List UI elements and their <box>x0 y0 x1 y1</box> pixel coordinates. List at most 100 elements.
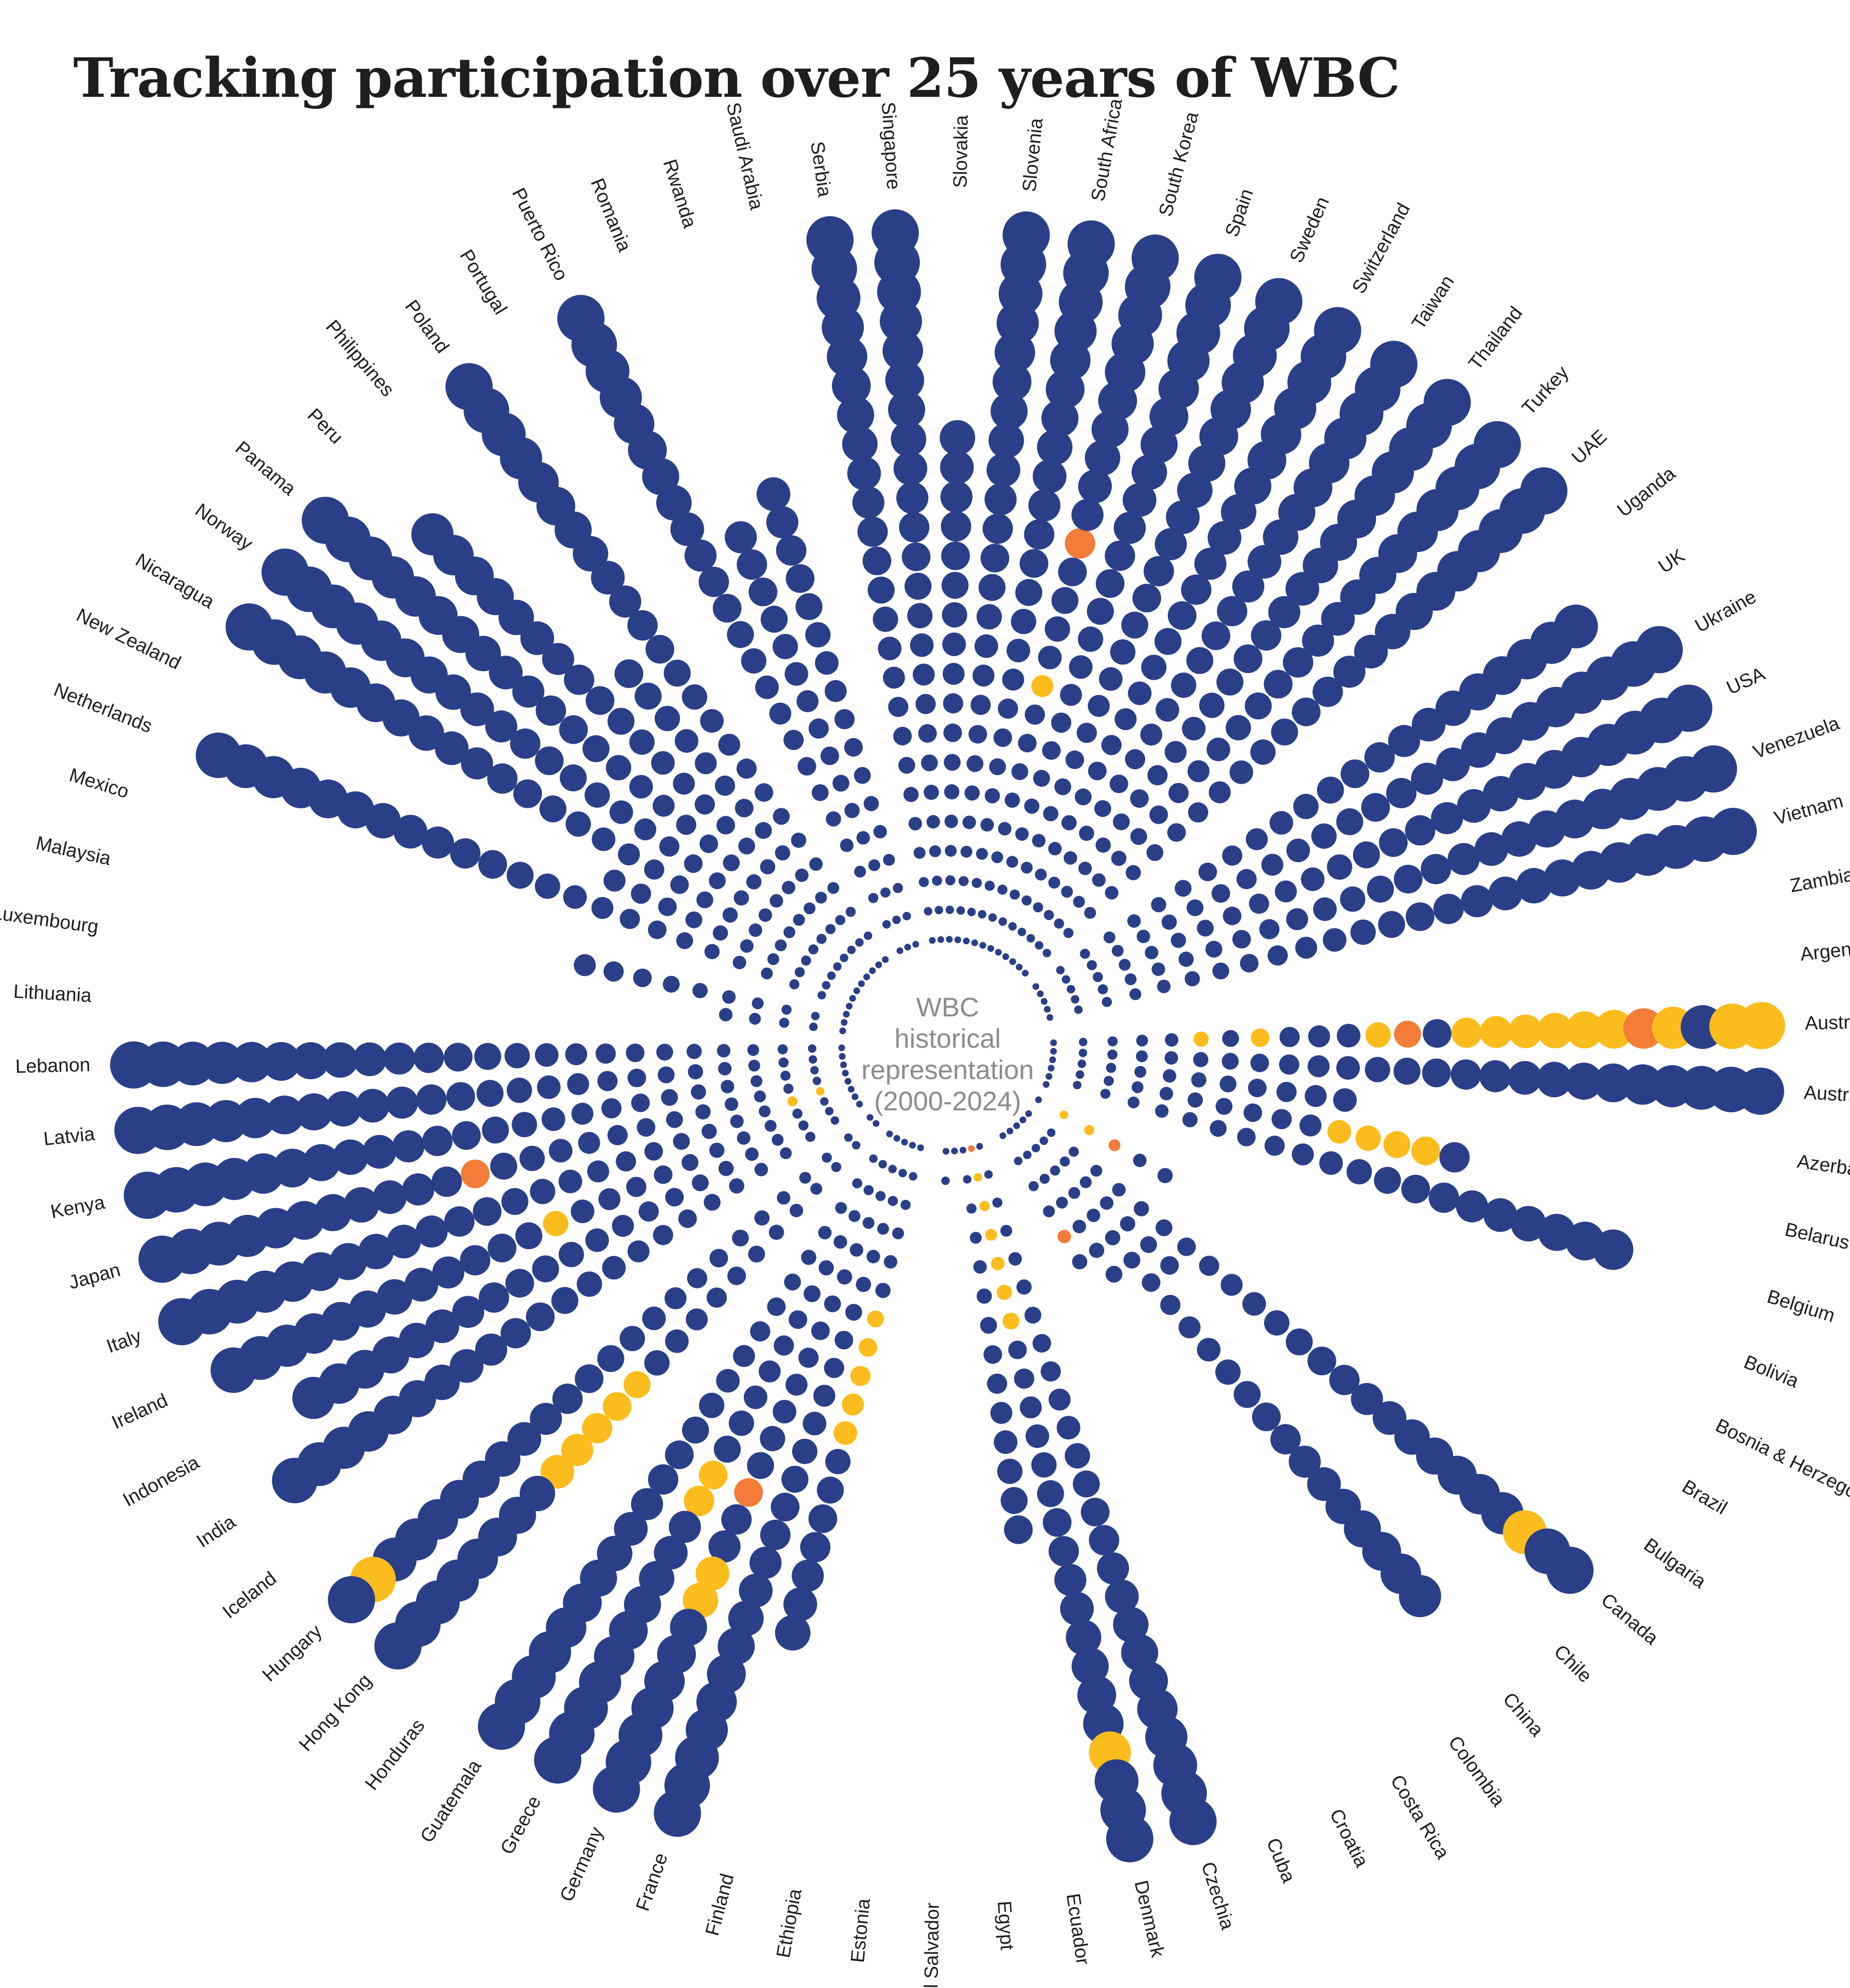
dot-singapore-2018 <box>888 391 925 428</box>
dot-sweden-2011 <box>1110 639 1136 665</box>
dot-south-africa-2011 <box>1011 608 1036 634</box>
dot-new-zealand-2004 <box>740 939 754 953</box>
dot-poland-2014 <box>627 610 658 641</box>
dot-rwanda-2013 <box>786 564 815 593</box>
dot-belarus-2004 <box>1160 1087 1173 1101</box>
dot-canada-2004 <box>1112 1183 1126 1197</box>
country-label-indonesia: Indonesia <box>119 1451 203 1511</box>
dot-finland-2011 <box>825 1448 851 1475</box>
dot-china-2010 <box>1197 1338 1221 1362</box>
dot-lebanon-2014 <box>413 1042 444 1073</box>
country-label-japan: Japan <box>66 1259 123 1293</box>
dot-azerbaijan-2002 <box>1106 1063 1116 1073</box>
dot-rwanda-2000 <box>912 941 919 948</box>
dot-taiwan-2003 <box>1048 877 1060 889</box>
dot-brazil-2004 <box>1133 1154 1147 1167</box>
dot-hong-kong-2002 <box>831 1162 842 1172</box>
dot-kenya-2000 <box>840 1061 847 1068</box>
dot-puerto-rico-2012 <box>727 621 754 648</box>
dot-indonesia-2005 <box>718 1160 734 1176</box>
dot-egypt-2000 <box>951 1147 958 1155</box>
dot-indonesia-2000 <box>851 1093 859 1100</box>
dot-serbia-2003 <box>913 847 925 859</box>
dot-panama-2008 <box>676 815 697 835</box>
dot-uk-2012 <box>1317 777 1344 804</box>
dot-romania-2002 <box>880 887 891 898</box>
dot-singapore-2003 <box>929 845 941 857</box>
dot-romania-2011 <box>772 633 798 659</box>
dot-switzerland-2010 <box>1128 681 1152 705</box>
country-label-belgium: Belgium <box>1765 1286 1837 1327</box>
dot-philippines-2006 <box>755 822 772 839</box>
dot-italy-2011 <box>530 1179 555 1204</box>
dot-luxembourg-2003 <box>749 1013 761 1025</box>
dot-ukraine-2004 <box>1136 930 1150 943</box>
dot-germany-2003 <box>862 1217 875 1229</box>
dot-indonesia-2011 <box>558 1242 584 1267</box>
dot-japan-2012 <box>490 1152 517 1180</box>
country-label-austria: Austria <box>1803 1082 1850 1106</box>
country-label-hungary: Hungary <box>258 1620 326 1685</box>
dot-austria-2019 <box>1594 1063 1633 1103</box>
dot-kenya-2005 <box>691 1084 706 1100</box>
dot-india-2012 <box>551 1287 579 1314</box>
dot-thailand-2009 <box>1164 741 1187 763</box>
dot-czechia-2001 <box>984 1170 993 1179</box>
dot-spain-2014 <box>1105 540 1136 571</box>
dot-south-africa-2007 <box>993 728 1012 747</box>
dot-serbia-2011 <box>872 606 899 632</box>
country-label-bosnia-and-herzegovina: Bosnia & Herzegovina <box>1712 1415 1850 1518</box>
country-label-argentina: Argentina <box>1799 935 1850 965</box>
dot-vietnam-2010 <box>1322 928 1347 952</box>
dot-south-africa-2003 <box>976 848 988 860</box>
dot-guatemala-2004 <box>818 1226 832 1239</box>
dot-germany-2004 <box>849 1243 863 1257</box>
dot-spain-2005 <box>1024 798 1040 814</box>
dot-kenya-2014 <box>422 1126 453 1156</box>
dot-netherlands-2000 <box>846 1002 853 1010</box>
dot-czechia-2006 <box>1024 1306 1042 1324</box>
dot-thailand-2014 <box>1251 620 1282 651</box>
dot-panama-2024 <box>302 497 349 544</box>
dot-peru-2004 <box>781 881 795 895</box>
dot-singapore-2005 <box>924 785 939 800</box>
dot-ireland-2006 <box>681 1154 699 1171</box>
dot-czechia-2016 <box>1105 1580 1139 1614</box>
dot-norway-2007 <box>684 854 703 873</box>
dot-poland-2004 <box>809 857 823 871</box>
dot-kenya-2015 <box>392 1130 424 1163</box>
dot-belarus-2009 <box>1299 1114 1321 1137</box>
dot-costa-rica-2000 <box>999 1132 1006 1139</box>
dot-netherlands-2013 <box>478 850 507 879</box>
dot-ecuador-2010 <box>993 1430 1018 1454</box>
dot-usa-2010 <box>1301 867 1325 891</box>
dot-philippines-2001 <box>855 938 864 947</box>
dot-ireland-2013 <box>488 1234 516 1263</box>
dot-philippines-2007 <box>735 799 753 817</box>
dot-india-2004 <box>754 1163 768 1176</box>
dot-slovenia-2019 <box>992 362 1031 401</box>
dot-latvia-2005 <box>687 1064 703 1080</box>
dot-kenya-2007 <box>631 1093 650 1112</box>
dot-luxembourg-2004 <box>719 1008 733 1022</box>
country-label-nicaragua: Nicaragua <box>132 550 219 613</box>
dot-france-2005 <box>856 1277 872 1292</box>
dot-poland-2008 <box>736 758 757 779</box>
dot-turkey-2024 <box>1473 421 1521 469</box>
dot-puerto-rico-2013 <box>713 593 742 623</box>
dot-germany-2008 <box>798 1347 819 1368</box>
dot-netherlands-2017 <box>365 803 401 839</box>
country-label-el-salvador: El Salvador <box>921 1902 943 1988</box>
dot-japan-2010 <box>549 1139 573 1163</box>
country-label-ukraine: Ukraine <box>1691 586 1760 637</box>
dot-italy-2024 <box>158 1298 206 1345</box>
dot-south-korea-2010 <box>1038 645 1062 670</box>
dot-hong-kong-2007 <box>727 1266 746 1285</box>
dot-france-2006 <box>845 1303 862 1321</box>
dot-greece-2010 <box>743 1385 767 1409</box>
dot-italy-2013 <box>473 1197 502 1226</box>
dot-south-africa-2014 <box>1024 519 1055 550</box>
dot-czechia-2011 <box>1065 1443 1090 1469</box>
dot-belgium-2015 <box>1456 1190 1488 1223</box>
dot-ireland-2008 <box>626 1177 647 1197</box>
